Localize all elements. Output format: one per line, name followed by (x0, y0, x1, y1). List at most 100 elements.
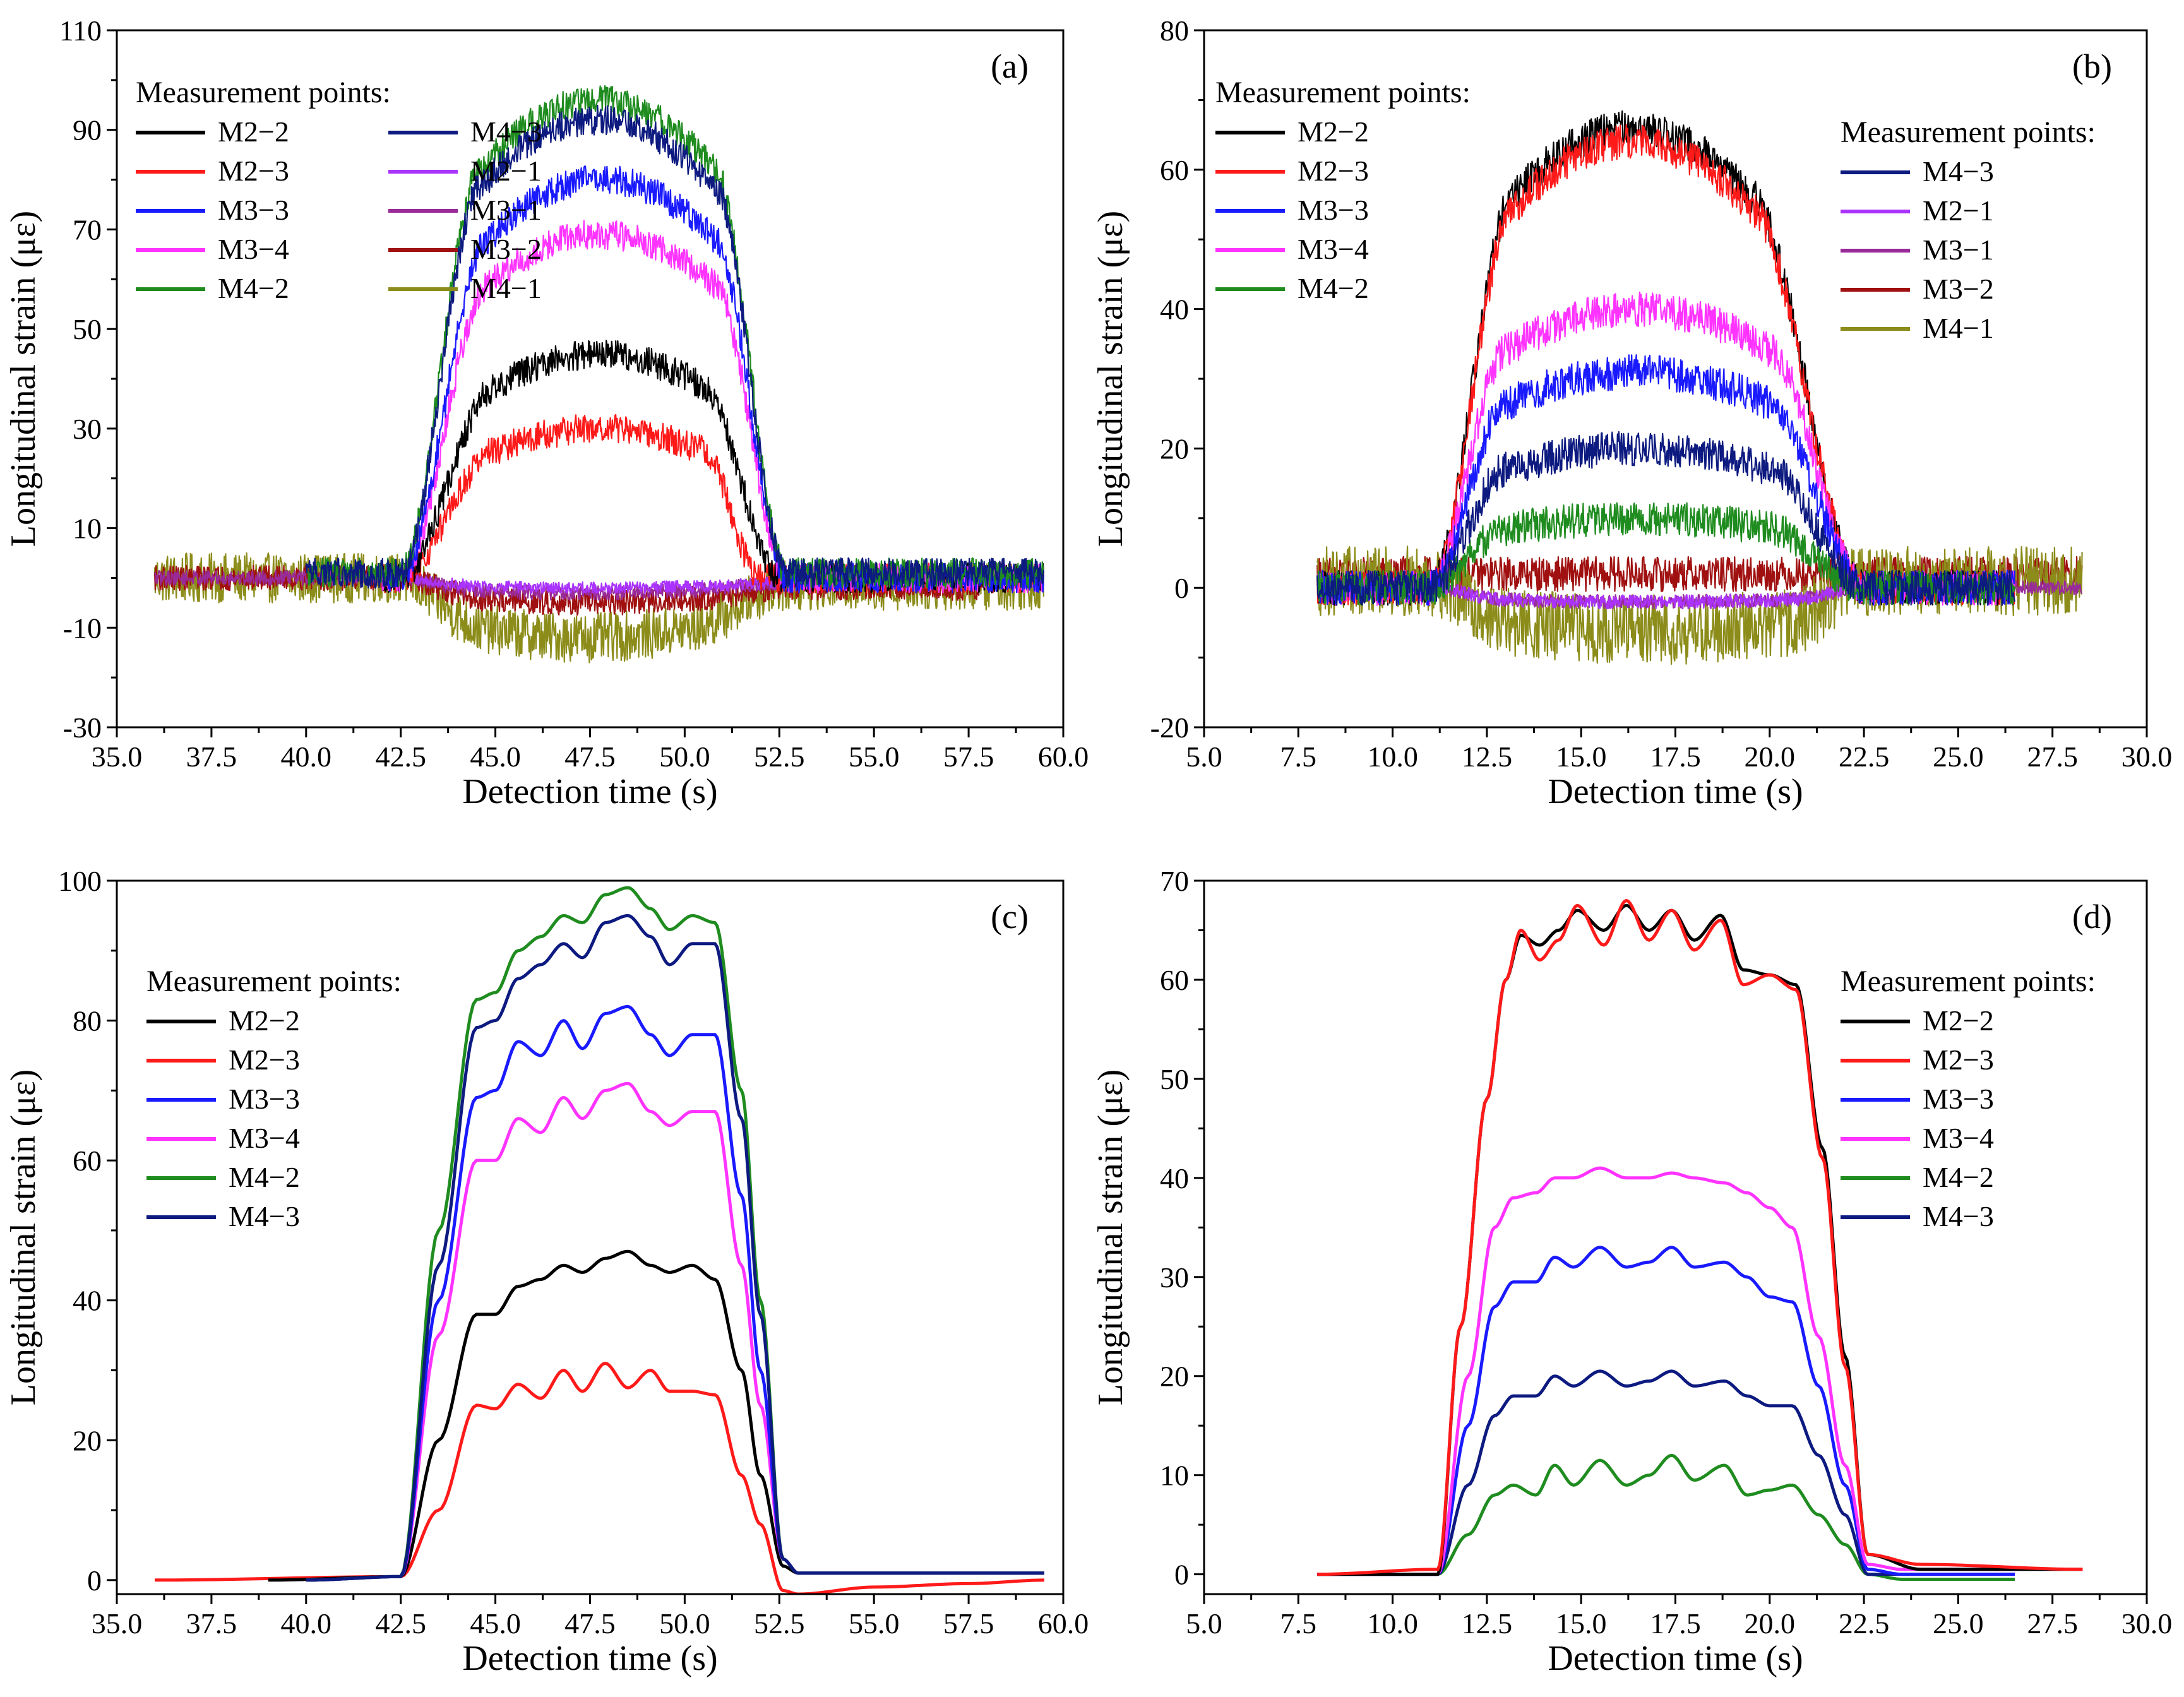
legend-label-m2-1: M2−1 (470, 155, 542, 187)
y-tick-label: 40 (1160, 1162, 1189, 1194)
legend-label-m3-1: M3−1 (1923, 234, 1994, 266)
x-tick-label: 55.0 (849, 1607, 900, 1640)
x-tick-label: 40.0 (281, 1607, 332, 1640)
legend-title: Measurement points: (136, 76, 391, 109)
panel-label: (d) (2072, 898, 2112, 936)
x-tick-label: 50.0 (659, 1607, 710, 1640)
legend-title: Measurement points: (146, 965, 402, 998)
x-tick-label: 7.5 (1280, 1607, 1317, 1640)
x-tick-label: 25.0 (1933, 741, 1984, 773)
legend: Measurement points: M2−2 M2−3 M3−3 M3−4 M4−2 M… (1841, 965, 2096, 1232)
x-tick-label: 7.5 (1280, 741, 1317, 773)
series-line-m2-3 (1317, 898, 2083, 1576)
x-tick-label: 20.0 (1745, 741, 1796, 773)
series-line-m4-1 (153, 552, 1044, 664)
series-line-m2-2 (268, 1249, 1044, 1582)
x-tick-label: 15.0 (1556, 741, 1607, 773)
y-tick-label: -30 (63, 712, 102, 744)
x-tick-label: 10.0 (1367, 741, 1418, 773)
x-tick-label: 12.5 (1462, 1607, 1513, 1640)
legend-label-m2-3: M2−3 (218, 155, 289, 187)
y-tick-label: 0 (1174, 1559, 1189, 1591)
x-tick-label: 52.5 (754, 741, 805, 773)
legend-label-m4-2: M4−2 (218, 272, 289, 304)
y-tick-label: -20 (1150, 712, 1189, 744)
x-tick-label: 47.5 (564, 741, 616, 773)
y-tick-label: 70 (73, 213, 102, 246)
series-group (1317, 898, 2083, 1581)
x-tick-label: 30.0 (2121, 1607, 2173, 1640)
legend-label-m3-2: M3−2 (470, 233, 542, 265)
y-tick-label: 80 (73, 1005, 102, 1037)
legend-label-m3-1: M3−1 (470, 194, 542, 226)
legend: Measurement points: M2−2 M2−3 M3−3 M3−4 M4−2 M… (146, 965, 402, 1232)
x-tick-label: 45.0 (470, 741, 521, 773)
x-tick-label: 5.0 (1186, 741, 1222, 773)
legend-label-m4-3: M4−3 (1923, 1200, 1994, 1232)
x-axis-title: Detection time (s) (462, 1639, 717, 1678)
y-tick-label: 20 (73, 1424, 102, 1456)
x-tick-label: 17.5 (1650, 741, 1701, 773)
legend-label-m2-2: M2−2 (218, 116, 289, 148)
legend-label-m3-3: M3−3 (1298, 194, 1369, 226)
legend-label-m4-3: M4−3 (1923, 155, 1994, 188)
x-tick-label: 35.0 (92, 1607, 143, 1640)
y-tick-label: 0 (87, 1564, 102, 1597)
legend-label-m2-3: M2−3 (229, 1044, 300, 1076)
series-line-m4-3 (306, 914, 1044, 1582)
legend-label-m2-1: M2−1 (1923, 194, 1994, 227)
x-tick-label: 20.0 (1745, 1607, 1796, 1640)
series-group (154, 886, 1045, 1594)
x-tick-label: 45.0 (470, 1607, 521, 1640)
y-tick-label: 70 (1160, 865, 1189, 897)
series-line-m3-3 (381, 165, 1044, 594)
x-tick-label: 60.0 (1038, 1607, 1089, 1640)
y-tick-label: 10 (1160, 1460, 1189, 1492)
x-tick-label: 5.0 (1186, 1607, 1222, 1640)
y-axis-title: Longitudinal strain (με) (1091, 1069, 1130, 1406)
legend-label-m2-3: M2−3 (1923, 1044, 1994, 1076)
legend-label-m3-3: M3−3 (1923, 1083, 1994, 1115)
x-tick-label: 37.5 (186, 741, 237, 773)
x-tick-label: 27.5 (2027, 741, 2078, 773)
y-axis-title: Longitudinal strain (με) (4, 211, 43, 547)
y-tick-label: 90 (73, 114, 102, 146)
series-line-m3-2 (153, 564, 981, 616)
y-tick-label: 10 (73, 513, 102, 545)
y-tick-label: 40 (1160, 294, 1189, 326)
legend-label-m3-4: M3−4 (1923, 1122, 1994, 1154)
x-tick-label: 50.0 (659, 741, 710, 773)
y-tick-label: 50 (1160, 1063, 1189, 1095)
legend-label-m3-3: M3−3 (229, 1083, 300, 1115)
y-tick-label: 60 (73, 1145, 102, 1177)
x-axis-title: Detection time (s) (462, 772, 717, 811)
x-tick-label: 15.0 (1556, 1607, 1607, 1640)
x-tick-label: 10.0 (1367, 1607, 1418, 1640)
x-tick-label: 57.5 (943, 741, 994, 773)
series-line-m4-3 (1317, 1369, 2015, 1576)
legend-title: Measurement points: (1215, 76, 1471, 109)
panel-label: (a) (991, 47, 1029, 85)
series-line-m4-3 (305, 104, 1044, 589)
x-tick-label: 42.5 (375, 741, 426, 773)
series-line-m3-4 (1316, 291, 2016, 606)
x-tick-label: 35.0 (92, 741, 143, 773)
x-axis-title: Detection time (s) (1548, 772, 1803, 811)
panel-c: 35.0 37.5 40.0 42.5 45.0 47.5 50.0 52.5 55.0 57.5… (4, 865, 1089, 1678)
series-line-m3-4 (1317, 1166, 2015, 1576)
x-tick-label: 30.0 (2121, 741, 2173, 773)
x-tick-label: 42.5 (375, 1607, 426, 1640)
y-tick-label: 100 (58, 865, 102, 897)
panel-label: (b) (2072, 47, 2112, 85)
y-tick-label: 60 (1160, 154, 1189, 186)
panel-b: 5.0 7.5 10.0 12.5 15.0 17.5 20.0 22.5 25.0 27.5 30… (1091, 15, 2172, 811)
y-tick-label: 20 (1160, 1361, 1189, 1393)
legend-label-m4-1: M4−1 (1923, 312, 1994, 344)
legend: Measurement points: M2−2 M2−3 M3−3 M3−4 M4−2 M… (136, 76, 542, 304)
legend-label-m2-3: M2−3 (1298, 155, 1369, 187)
x-tick-label: 25.0 (1933, 1607, 1984, 1640)
panel-d: 5.0 7.5 10.0 12.5 15.0 17.5 20.0 22.5 25.0 27.5 30… (1091, 865, 2172, 1678)
x-tick-label: 60.0 (1038, 741, 1089, 773)
y-tick-label: 80 (1160, 15, 1189, 47)
y-tick-label: 30 (1160, 1261, 1189, 1294)
